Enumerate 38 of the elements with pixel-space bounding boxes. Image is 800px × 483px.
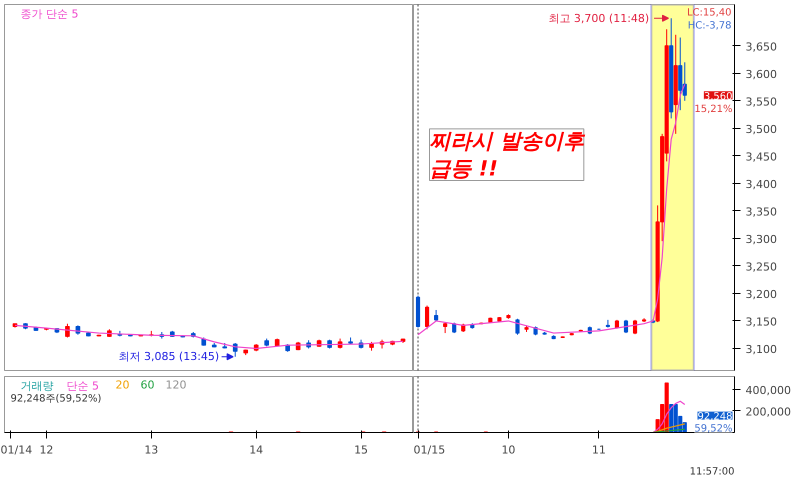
text: 11:57:00: [690, 466, 735, 478]
y-tick-label: 3,500: [746, 122, 777, 136]
text: 종가 단순 5: [20, 8, 78, 20]
x-tick-label: 10: [501, 444, 516, 456]
annotation: 15,21%: [694, 104, 733, 115]
x-tick-label: 12: [39, 444, 54, 456]
annotation: 찌라시 발송이후 급등 !!: [430, 128, 586, 180]
annotation: LC:15,40: [686, 8, 732, 18]
annotation: 92,248주(59,52%): [10, 394, 102, 404]
y-tick-label: 3,650: [746, 40, 777, 54]
y-tick-label: 400,000: [746, 384, 791, 397]
text: 60: [140, 378, 154, 392]
y-tick-label: 3,300: [746, 232, 777, 246]
annotation: 120: [166, 378, 186, 392]
annotation: 59,52%: [694, 424, 733, 435]
annotation: 최저 3,085 (13:45): [118, 350, 220, 364]
x-tick-label: 01/14: [0, 444, 32, 456]
y-tick-label: 3,100: [746, 342, 777, 356]
text: 단순 5: [66, 380, 99, 392]
x-tick-label: 11: [592, 444, 606, 456]
y-tick-label: 3,550: [746, 95, 777, 108]
annotation: 3,560: [704, 91, 733, 102]
x-tick-label: 15: [354, 444, 368, 456]
annotation: HC:-3,78: [688, 20, 732, 32]
y-tick-label: 3,350: [746, 205, 777, 218]
x-tick-label: 01/15: [414, 444, 446, 456]
y-tick-label: 3,250: [746, 260, 777, 274]
y-tick-label: 3,200: [746, 288, 777, 301]
y-axis-title: 거래량: [20, 380, 54, 392]
y-tick-label: 200,000: [746, 405, 791, 418]
x-tick-label: 14: [249, 444, 264, 456]
y-tick-label: 3,150: [746, 315, 777, 328]
text: 20: [116, 378, 130, 392]
y-tick-label: 3,600: [746, 68, 777, 81]
y-tick-label: 3,400: [746, 178, 777, 191]
x-tick-label: 13: [144, 444, 158, 456]
y-tick-label: 3,450: [746, 150, 777, 164]
annotation: 최고 3,700 (11:48): [548, 12, 650, 25]
